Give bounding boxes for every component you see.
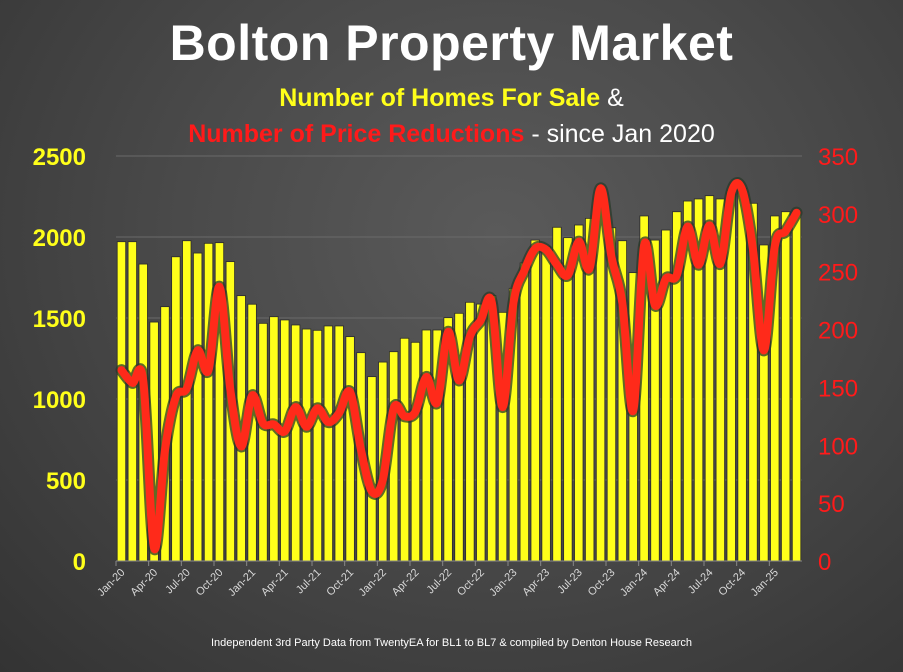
subtitle-since: - since Jan 2020: [524, 120, 715, 148]
bar-homes-for-sale: [312, 329, 323, 562]
x-axis-tick-label: Oct-22: [455, 567, 487, 599]
bar-homes-for-sale: [258, 322, 268, 562]
x-axis-tick-label: Jul-24: [686, 567, 716, 597]
x-axis-tick-label: Oct-20: [194, 567, 226, 599]
x-axis-tick-label: Apr-23: [520, 567, 552, 599]
bar-homes-for-sale: [345, 336, 355, 562]
left-axis-tick-label: 1000: [33, 387, 86, 414]
left-axis-tick-label: 0: [73, 549, 86, 576]
bar-homes-for-sale: [791, 210, 802, 562]
x-axis-tick-label: Jul-22: [425, 567, 455, 597]
bar-homes-for-sale: [737, 187, 747, 562]
right-axis-tick-label: 250: [818, 260, 858, 287]
bar-homes-for-sale: [595, 207, 606, 562]
bar-homes-for-sale: [399, 337, 410, 562]
x-axis-tick-label: Apr-24: [651, 567, 683, 599]
left-axis-tick-label: 2000: [33, 225, 86, 252]
bar-homes-for-sale: [563, 237, 573, 562]
bar-homes-for-sale: [203, 242, 214, 562]
x-axis-tick-label: Jan-21: [226, 567, 258, 599]
bar-homes-for-sale: [334, 325, 344, 562]
left-axis-tick-label: 1500: [33, 306, 86, 333]
bar-homes-for-sale: [519, 262, 529, 562]
source-footer: Independent 3rd Party Data from TwentyEA…: [210, 637, 692, 649]
x-axis-tick-label: Oct-24: [716, 567, 748, 599]
subtitle-price-reductions: Number of Price Reductions - since Jan 2…: [0, 120, 903, 149]
bar-homes-for-sale: [476, 303, 486, 562]
x-axis-tick-label: Jul-23: [555, 567, 585, 597]
x-axis-tick-label: Jul-20: [163, 567, 193, 597]
x-axis-tick-label: Oct-21: [324, 567, 356, 599]
chart-title: Bolton Property Market: [169, 15, 734, 71]
bar-homes-for-sale: [291, 324, 301, 562]
bar-homes-for-sale: [530, 239, 540, 562]
bar-homes-for-sale: [116, 241, 127, 562]
bar-homes-for-sale: [269, 316, 279, 562]
bar-homes-for-sale: [182, 240, 192, 562]
bar-homes-for-sale: [410, 341, 421, 562]
x-axis-tick-label: Jan-22: [357, 567, 389, 599]
x-axis-tick-label: Jan-23: [487, 567, 519, 599]
right-axis-tick-label: 300: [818, 202, 858, 229]
x-axis-tick-label: Jul-21: [294, 567, 324, 597]
x-axis-tick-label: Jan-24: [618, 567, 650, 599]
bar-homes-for-sale: [127, 241, 137, 562]
left-axis-tick-label: 500: [46, 468, 86, 495]
bar-homes-for-sale: [193, 252, 203, 562]
x-axis-tick-label: Apr-21: [259, 567, 291, 599]
bar-homes-for-sale: [323, 325, 333, 562]
price-reductions-line: [117, 179, 801, 554]
bar-homes-for-sale: [301, 328, 312, 562]
subtitle-ampersand: &: [600, 84, 624, 112]
x-axis-tick-label: Apr-22: [390, 567, 422, 599]
subtitle-bar-series: Number of Homes For Sale: [279, 84, 601, 112]
subtitle-homes-for-sale: Number of Homes For Sale &: [0, 84, 903, 113]
bar-homes-for-sale: [421, 329, 431, 562]
x-axis-tick-label: Jan-25: [749, 567, 781, 599]
subtitle-line-series: Number of Price Reductions: [188, 120, 525, 148]
x-axis-tick-label: Oct-23: [586, 567, 618, 599]
right-axis-tick-label: 150: [818, 375, 858, 402]
bar-homes-for-sale: [781, 211, 791, 562]
right-axis-tick-label: 200: [818, 318, 858, 345]
left-axis-tick-label: 2500: [33, 144, 86, 171]
bar-homes-for-sale: [280, 319, 290, 562]
right-axis-tick-label: 100: [818, 433, 858, 460]
right-axis-tick-label: 50: [818, 491, 845, 518]
right-axis-tick-label: 350: [818, 144, 858, 171]
bar-homes-for-sale: [541, 246, 551, 562]
x-axis-tick-label: Jan-20: [95, 567, 127, 599]
right-axis-tick-label: 0: [818, 549, 831, 576]
bar-homes-for-sale: [574, 224, 584, 562]
x-axis-tick-label: Apr-20: [128, 567, 160, 599]
